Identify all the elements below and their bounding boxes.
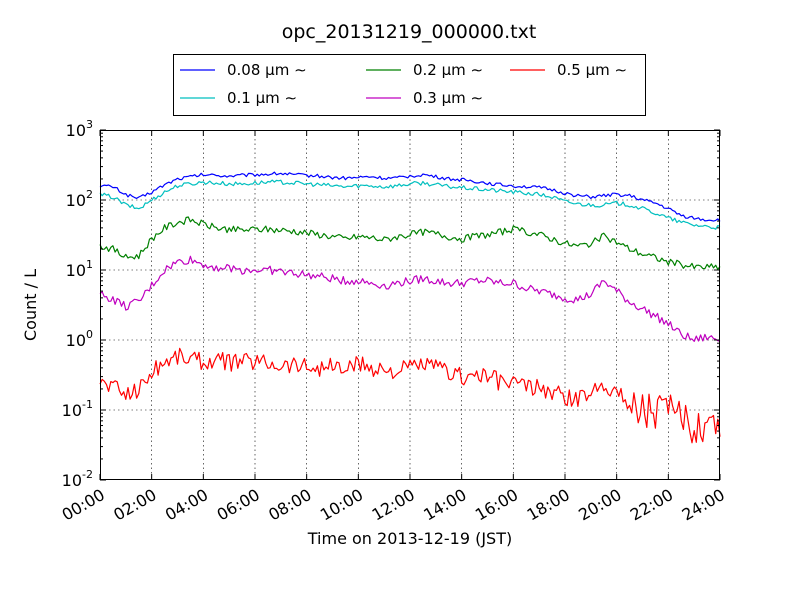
legend-label: 0.08 μm ∼ [227,61,307,79]
x-axis-label: Time on 2013-12-19 (JST) [307,529,512,548]
legend-label: 0.2 μm ∼ [413,61,483,79]
legend-label: 0.1 μm ∼ [227,89,297,107]
axis-ticks [99,129,721,481]
legend-label: 0.3 μm ∼ [413,89,483,107]
y-tick-label: 10-1 [62,398,93,420]
y-tick-label: 100 [66,328,93,350]
legend: 0.08 μm ∼ 0.1 μm ∼ 0.2 μm ∼ 0.3 μm ∼ 0.5 μm … [173,54,646,116]
y-tick-label: 101 [66,258,93,280]
legend-label: 0.5 μm ∼ [557,61,627,79]
series-line [99,216,721,270]
y-tick-label: 103 [66,118,93,140]
y-axis-label: Count / L [21,269,40,341]
chart-title: opc_20131219_000000.txt [282,21,537,43]
series-line [99,171,721,222]
series-line [99,347,721,444]
legend-box [173,54,646,116]
y-tick-label: 102 [66,188,93,210]
y-tick-label: 10-2 [62,468,93,490]
series-line [99,255,721,342]
series-layer [99,171,721,444]
y-tick-labels: 10-2 10-1 100 101 102 103 [62,118,93,490]
series-line [99,179,721,230]
